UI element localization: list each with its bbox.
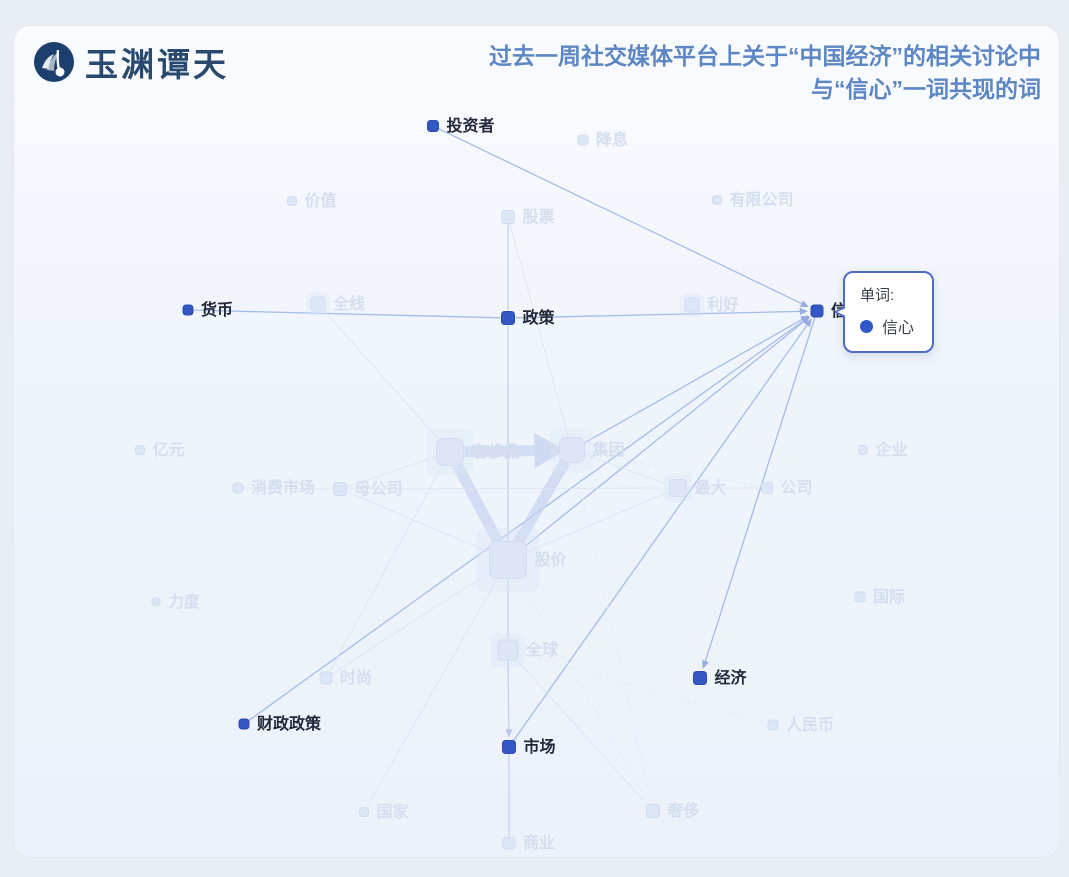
graph-node-股票[interactable]: 股票 (501, 208, 555, 226)
graph-node-label: 时尚 (340, 668, 372, 687)
wave-logo-icon (34, 42, 74, 82)
graph-edge (331, 570, 492, 675)
graph-node-投资者[interactable]: 投资者 (427, 116, 495, 135)
graph-node-财政政策[interactable]: 财政政策 (238, 714, 322, 733)
graph-edge (513, 458, 570, 546)
graph-node-label: 企业 (875, 440, 908, 459)
graph-edge (583, 315, 810, 444)
graph-edge (517, 576, 650, 805)
graph-node-时尚[interactable]: 时尚 (319, 668, 372, 687)
page-title: 过去一周社交媒体平台上关于“中国经济”的相关讨论中 与“信心”一词共现的词 (489, 40, 1041, 106)
graph-node-label: 价值 (305, 191, 337, 210)
graph-node-label: 公司 (781, 479, 813, 497)
tooltip-heading: 单词: (860, 287, 895, 304)
graph-node-经济[interactable]: 经济 (693, 668, 748, 687)
graph-node-最大[interactable]: 最大 (663, 473, 727, 503)
graph-edge (322, 309, 441, 442)
graph-edge (574, 463, 652, 804)
graph-node-label: 国际 (873, 588, 905, 606)
graph-node-消费市场[interactable]: 消费市场 (232, 478, 315, 497)
graph-edges (193, 128, 816, 836)
graph-node-label: 国家 (377, 802, 410, 821)
graph-node-政策[interactable]: 政策 (501, 308, 556, 327)
graph-edge (452, 462, 504, 546)
graph-edge (346, 456, 437, 488)
graph-edge (518, 652, 768, 724)
graph-node-label: 力度 (168, 592, 201, 611)
graph-node-label: 消费市场 (251, 478, 315, 497)
graph-node-企业[interactable]: 企业 (858, 440, 908, 459)
tooltip: 单词: 信心 (834, 271, 934, 353)
graph-edge (464, 433, 567, 469)
graph-node-label: 股价 (535, 551, 568, 569)
graph-node-降息[interactable]: 降息 (577, 130, 628, 149)
graph-edge (514, 657, 649, 806)
legend-dot-icon (860, 319, 873, 333)
graph-node-label: 最大 (695, 478, 727, 497)
graph-edge (701, 317, 816, 669)
graph-node-商业[interactable]: 商业 (502, 833, 555, 852)
graph-node-亿元[interactable]: 亿元 (135, 440, 185, 459)
graph-node-label: 货币 (201, 300, 233, 319)
graph-node-label: 奢侈品 (471, 442, 520, 461)
graph-node-股价[interactable]: 股价 (476, 528, 568, 592)
graph-edge (512, 318, 812, 742)
graph-node-label: 商业 (523, 833, 555, 852)
graph-edge (328, 464, 444, 673)
graph-node-公司[interactable]: 公司 (761, 479, 813, 497)
graph-node-奢侈[interactable]: 奢侈 (646, 801, 700, 820)
graph-edge (585, 452, 761, 488)
graph-node-label: 全球 (525, 640, 559, 659)
graph-edge (505, 660, 513, 738)
graph-node-有限公司[interactable]: 有限公司 (712, 190, 794, 209)
graph-edge (515, 307, 808, 319)
graph-node-利好[interactable]: 利好 (680, 293, 739, 317)
graph-node-国家[interactable]: 国家 (359, 802, 410, 821)
tooltip-word: 信心 (882, 320, 915, 337)
graph-edge (438, 128, 809, 308)
graph-edge (525, 491, 670, 553)
graph-node-市场[interactable]: 市场 (502, 737, 556, 756)
graph-node-label: 人民币 (786, 716, 834, 734)
graph-node-label: 降息 (596, 130, 628, 149)
graph-node-母公司[interactable]: 母公司 (333, 480, 403, 498)
graph-node-国际[interactable]: 国际 (854, 588, 905, 606)
graph-node-label: 集团 (592, 440, 625, 459)
graph-node-label: 亿元 (153, 440, 185, 459)
graph-node-全球[interactable]: 全球 (491, 633, 559, 667)
page-title-line2: 与“信心”一词共现的词 (811, 76, 1041, 102)
graph-node-label: 财政政策 (256, 714, 322, 733)
page-title-line1: 过去一周社交媒体平台上关于“中国经济”的相关讨论中 (489, 43, 1041, 69)
graph-node-label: 政策 (523, 308, 556, 327)
brand-name: 玉渊谭天 (85, 48, 229, 84)
graph-node-全线[interactable]: 全线 (306, 292, 365, 316)
graph-edge (522, 316, 810, 549)
graph-node-价值[interactable]: 价值 (287, 191, 337, 210)
graph-node-集团[interactable]: 集团 (550, 428, 625, 472)
graph-node-人民币[interactable]: 人民币 (767, 716, 834, 734)
graph-node-label: 奢侈 (667, 801, 700, 820)
graph-edge (347, 487, 669, 490)
brand-logo: 玉渊谭天 (33, 40, 229, 84)
graph-edge (366, 576, 499, 808)
graph-node-label: 经济 (715, 668, 748, 687)
graph-edge (584, 454, 670, 486)
graph-node-label: 全线 (332, 294, 365, 313)
graph-node-力度[interactable]: 力度 (151, 592, 201, 611)
graph-nodes: 投资者货币政策信心经济财政政策市场降息价值股票有限公司全线利好亿元奢侈品集团企业… (135, 116, 908, 852)
graph-node-label: 母公司 (355, 480, 403, 498)
graph-node-奢侈品[interactable]: 奢侈品 (427, 429, 520, 475)
graph-node-label: 市场 (524, 737, 556, 756)
graph-edge (509, 224, 569, 438)
graph-node-label: 有限公司 (730, 190, 794, 209)
graph-node-label: 利好 (707, 295, 739, 314)
graph-edge (193, 309, 501, 319)
graph-edge (346, 491, 491, 553)
graph-edge (243, 487, 333, 490)
graph-node-label: 股票 (523, 208, 555, 226)
graph-node-货币[interactable]: 货币 (182, 300, 233, 319)
graph-node-label: 投资者 (447, 116, 495, 135)
